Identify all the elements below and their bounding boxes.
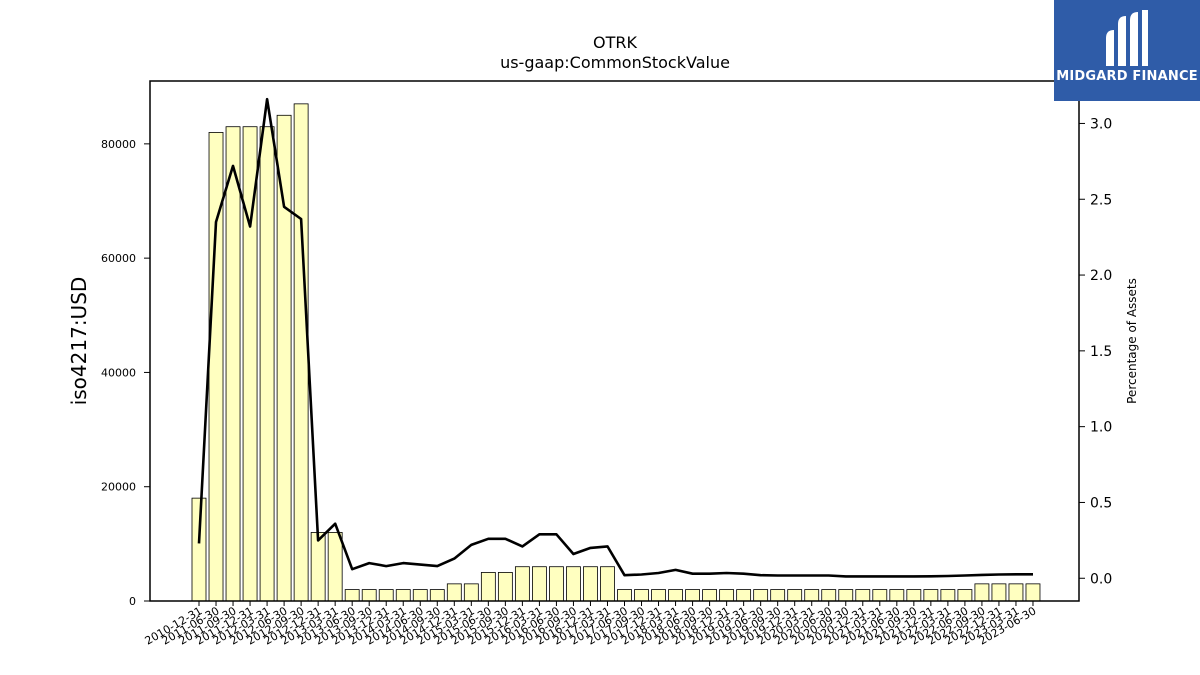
chart-subtitle: us-gaap:CommonStockValue [500,53,730,72]
y2-tick-label: 1.0 [1090,420,1112,436]
bar-2022-03-31 [940,589,956,602]
y-tick-label: 60000 [101,252,136,265]
y2-tick-label: 2.0 [1090,268,1112,284]
bar-2022-09-30 [974,583,990,602]
bar-group [191,103,1041,602]
bar-2016-06-30 [549,566,564,602]
bar-2011-09-30 [225,126,241,602]
bar-2019-03-31 [736,589,752,602]
logo-text: MIDGARD FINANCE [1056,69,1198,84]
bar-2012-09-30 [293,103,309,602]
bar-2018-12-31 [719,589,735,602]
bar-2021-09-30 [906,589,922,602]
bar-2019-09-30 [770,589,786,602]
bar-2018-03-31 [668,589,683,602]
midgard-logo-icon [1106,10,1148,66]
bar-2021-06-30 [889,589,905,602]
bar-2017-12-31 [651,589,666,602]
chart-title: OTRK [593,33,637,52]
y2-tick-label: 0.5 [1090,495,1112,511]
bar-2013-09-30 [361,589,377,602]
y2-axis-label: Percentage of Assets [1125,278,1139,404]
bar-2015-12-31 [514,566,530,602]
x-axis: 2010-12-312011-06-302011-09-302011-12-31… [143,601,1038,648]
bar-2014-12-31 [446,583,462,602]
y2-tick-label: 0.0 [1090,571,1112,587]
bar-2015-03-31 [463,583,479,602]
y-axis-label: iso4217:USD [67,277,91,406]
bar-2012-12-31 [310,532,326,602]
bar-2015-06-30 [480,572,496,602]
bar-2023-06-30 [1025,583,1041,602]
percentage-line [197,97,1033,578]
bar-2021-03-31 [872,589,888,602]
bar-2014-06-30 [412,589,428,602]
left-axis: 0 20000 40000 60000 80000 [101,138,150,608]
plot-frame [149,80,1080,602]
bar-2018-09-30 [702,589,717,602]
bar-2019-12-31 [787,589,803,602]
bar-2012-03-31 [259,126,275,602]
bar-2021-12-31 [923,589,939,602]
y-tick-label: 80000 [101,138,136,151]
y2-tick-label: 1.5 [1090,344,1112,360]
bar-2013-12-31 [378,589,394,602]
bar-2020-09-30 [838,589,854,602]
bar-2020-12-31 [855,589,871,602]
bar-2016-03-31 [532,566,547,602]
y2-tick-label: 2.5 [1090,192,1112,208]
y-tick-label: 20000 [101,481,136,494]
bar-2022-12-31 [991,583,1007,602]
bar-2014-09-30 [429,589,445,602]
bar-2019-06-30 [753,589,769,602]
y2-tick-label: 3.0 [1090,116,1112,132]
bar-2017-03-31 [600,566,615,602]
bar-2015-09-30 [497,572,513,602]
y-tick-label: 40000 [101,366,136,379]
bar-2020-06-30 [821,589,837,602]
bar-2016-09-30 [566,566,581,602]
bar-2020-03-31 [804,589,820,602]
bar-2017-09-30 [634,589,649,602]
bar-2013-06-30 [344,589,360,602]
bar-2014-03-31 [395,589,411,602]
bar-2017-06-30 [617,589,632,602]
bar-2018-06-30 [685,589,700,602]
bar-2013-03-31 [327,532,343,602]
bar-2022-06-30 [957,589,973,602]
line-layer [197,97,1033,578]
bar-2016-12-31 [583,566,598,602]
bar-2012-06-30 [276,114,292,602]
bar-2010-12-31 [191,497,207,602]
midgard-finance-logo: MIDGARD FINANCE [1054,0,1200,101]
right-axis: 0.0 0.5 1.0 1.5 2.0 2.5 3.0 [1079,116,1112,587]
y-tick-label: 0 [129,595,136,608]
bar-2023-03-31 [1008,583,1024,602]
